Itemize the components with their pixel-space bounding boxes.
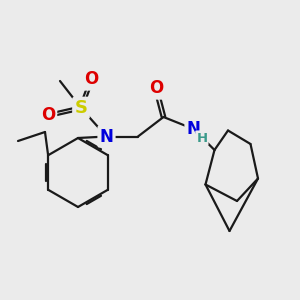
Text: O: O xyxy=(84,70,99,88)
Text: S: S xyxy=(74,99,88,117)
Text: N: N xyxy=(187,120,200,138)
Text: O: O xyxy=(41,106,55,124)
Text: O: O xyxy=(149,80,163,98)
Text: H: H xyxy=(196,131,208,145)
Text: N: N xyxy=(100,128,113,146)
